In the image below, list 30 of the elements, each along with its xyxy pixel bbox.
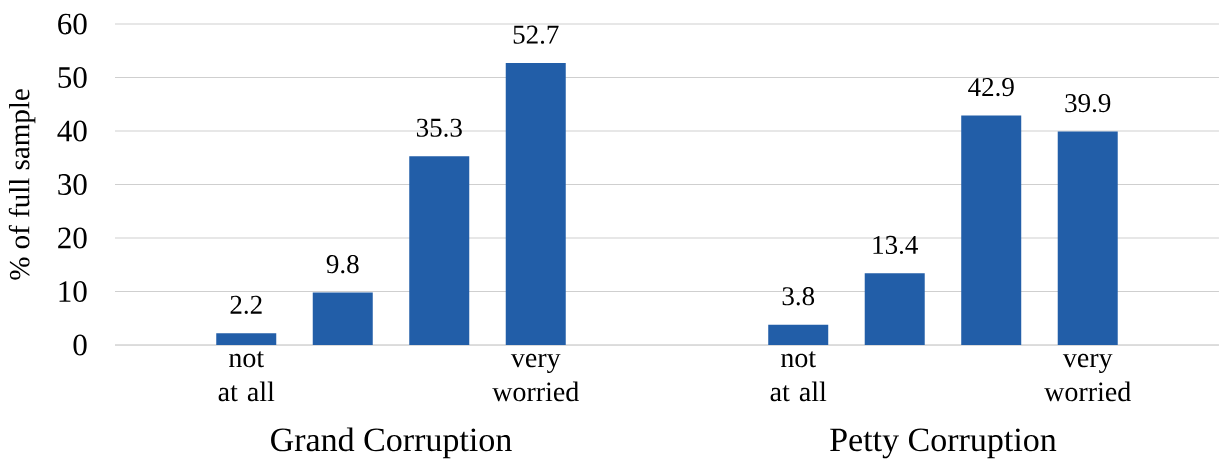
bar [409, 156, 470, 345]
x-tick-label: Petty Corruption [830, 428, 1057, 459]
series-label: not at all [218, 351, 275, 402]
y-tick-label: 60 [58, 13, 87, 35]
data-label: 2.2 [230, 295, 262, 315]
data-label: 39.9 [1065, 94, 1111, 113]
data-label: 3.8 [782, 287, 815, 306]
y-tick-label: 40 [57, 120, 87, 142]
y-tick-label: 30 [58, 174, 87, 195]
bar [312, 292, 373, 345]
y-tick-label: 10 [59, 281, 87, 302]
data-label: 42.9 [968, 78, 1014, 97]
data-label: 9.8 [326, 255, 359, 274]
y-tick-label: 0 [73, 334, 87, 356]
text: very worried [1044, 353, 1131, 402]
data-label: 13.4 [873, 235, 918, 255]
bar [768, 324, 829, 345]
bar [1057, 131, 1118, 345]
data-label: 35.3 [416, 118, 462, 137]
bar [961, 115, 1022, 345]
x-tick-label: Grand Corruption [271, 427, 512, 459]
data-label: 52.7 [513, 25, 559, 44]
series-label: very worried [492, 353, 579, 402]
y-axis-title: % of full sample [8, 89, 36, 280]
bar [505, 63, 566, 345]
y-tick-label: 20 [58, 227, 87, 249]
bar [216, 333, 277, 345]
bar [864, 273, 925, 345]
text: not at all [770, 351, 827, 402]
y-tick-label: 50 [58, 67, 87, 88]
